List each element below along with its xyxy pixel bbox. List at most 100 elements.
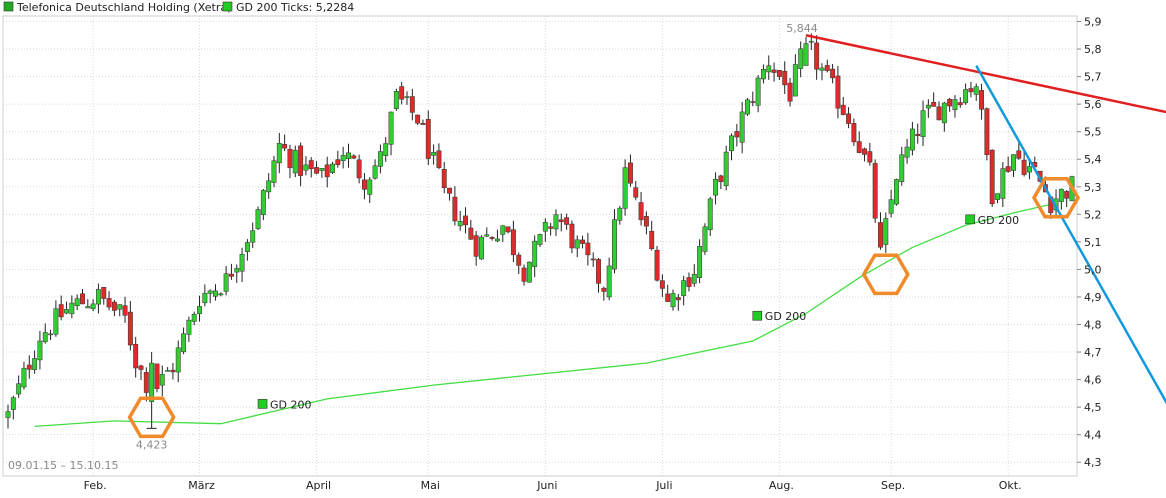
candle-body: [760, 69, 766, 80]
gd-label-text: GD 200: [270, 398, 312, 411]
candle-body: [260, 190, 266, 215]
candle-body: [37, 340, 43, 361]
legend-swatch-gd200: [222, 1, 233, 12]
candle-body: [984, 108, 990, 155]
candle-body: [729, 135, 734, 152]
candle-body: [989, 149, 995, 205]
candle-body: [505, 226, 511, 233]
candle-body: [819, 67, 825, 71]
y-tick-label: 4,6: [1084, 374, 1102, 387]
candle-body: [755, 77, 761, 106]
candle-body: [776, 69, 782, 77]
candle-body: [968, 88, 974, 93]
candle-body: [558, 219, 564, 222]
candle-body: [314, 167, 320, 174]
candle-body: [1005, 166, 1011, 172]
candle-body: [931, 102, 937, 107]
candle-body: [1058, 188, 1064, 202]
candle-body: [42, 332, 48, 343]
candle-body: [330, 163, 335, 173]
candle-body: [500, 225, 506, 235]
candle-body: [548, 226, 554, 229]
candle-body: [170, 369, 176, 373]
candle-body: [654, 249, 660, 281]
candle-body: [463, 215, 468, 226]
candle-body: [159, 374, 165, 386]
candle-body: [58, 304, 64, 318]
candle-body: [26, 364, 32, 370]
candle-body: [739, 111, 745, 143]
candle-body: [447, 187, 453, 194]
y-tick-label: 5,4: [1084, 153, 1102, 166]
candle-body: [106, 298, 112, 308]
low-annotation: 4,423: [136, 438, 168, 451]
candle-body: [883, 218, 889, 245]
candle-body: [473, 235, 479, 257]
candle-body: [207, 290, 213, 294]
candle-body: [149, 362, 155, 402]
candle-body: [851, 123, 857, 143]
candle-body: [223, 273, 229, 292]
highlight-hexagon: [127, 396, 176, 439]
x-month-label: Aug.: [769, 479, 794, 492]
candle-body: [484, 234, 490, 237]
candle-body: [101, 286, 107, 299]
candle-body: [516, 254, 522, 266]
candle-body: [649, 230, 655, 250]
candle-body: [957, 102, 963, 106]
highlight-markers: [127, 176, 1081, 439]
candle-body: [32, 358, 38, 370]
candle-body: [287, 148, 293, 169]
y-tick-label: 5,6: [1084, 98, 1102, 111]
candle-body: [580, 239, 586, 244]
candle-body: [750, 101, 756, 103]
candle-body: [95, 289, 101, 305]
candle-body: [617, 207, 623, 221]
y-tick-label: 4,9: [1084, 291, 1102, 304]
y-tick-label: 4,7: [1084, 346, 1102, 359]
candle-body: [239, 253, 245, 272]
y-axis-labels: 4,3 4,4 4,5 4,6 4,7 4,8 4,9 5,0 5,1 5,2 5,3 5,4 5,5 5…: [1084, 16, 1102, 470]
candle-body: [367, 179, 373, 195]
y-tick-label: 5,2: [1084, 208, 1102, 221]
candle-body: [542, 221, 548, 232]
legend: Telefonica Deutschland Holding (Xetra) G…: [3, 1, 354, 14]
candle-body: [718, 175, 724, 182]
candle-body: [872, 163, 878, 219]
candle-body: [803, 43, 809, 66]
y-tick-label: 5,9: [1084, 16, 1102, 29]
y-tick-label: 5,3: [1084, 181, 1102, 194]
candle-body: [915, 133, 921, 137]
candle-body: [244, 242, 250, 252]
candle-body: [234, 268, 240, 273]
candle-body: [228, 273, 234, 277]
candle-body: [526, 261, 532, 283]
candle-body: [80, 293, 85, 305]
candle-body: [537, 234, 543, 245]
candle-body: [420, 122, 426, 125]
candle-body: [127, 311, 133, 346]
candle-body: [787, 82, 793, 102]
candle-body: [830, 68, 836, 79]
candle-body: [324, 164, 330, 178]
candle-body: [707, 198, 713, 231]
candle-body: [335, 159, 341, 165]
candle-body: [553, 214, 559, 230]
candle-body: [388, 111, 394, 145]
candles: [5, 33, 1075, 429]
candle-body: [798, 48, 804, 69]
candle-body: [197, 306, 202, 315]
candle-body: [824, 65, 830, 71]
candle-body: [979, 90, 985, 110]
candle-body: [303, 164, 309, 171]
candle-body: [292, 149, 298, 174]
candle-body: [85, 306, 91, 309]
candle-body: [659, 280, 665, 289]
candle-body: [893, 179, 899, 205]
candle-body: [1011, 154, 1016, 171]
candle-body: [792, 64, 798, 97]
candle-body: [627, 162, 633, 184]
grid: [3, 16, 1081, 476]
